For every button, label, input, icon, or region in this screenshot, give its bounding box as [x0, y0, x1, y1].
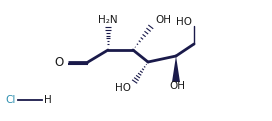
Polygon shape [172, 56, 180, 82]
Text: OH: OH [155, 15, 171, 25]
Text: HO: HO [115, 83, 131, 93]
Text: H₂N: H₂N [98, 15, 118, 25]
Text: H: H [44, 95, 52, 105]
Text: OH: OH [169, 81, 185, 91]
Text: HO: HO [176, 17, 192, 27]
Text: Cl: Cl [6, 95, 16, 105]
Text: O: O [55, 56, 64, 68]
